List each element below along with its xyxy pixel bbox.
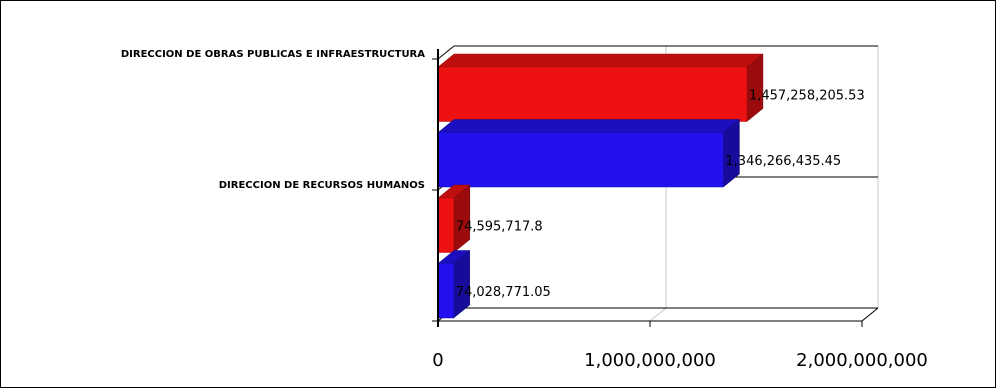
data-label: 1,457,258,205.53	[749, 88, 865, 103]
x-tick-label: 0	[432, 350, 443, 371]
category-label: DIRECCION DE OBRAS PUBLICAS E INFRAESTRU…	[121, 49, 425, 60]
data-label: 74,595,717.8	[456, 219, 543, 234]
category-label: DIRECCION DE RECURSOS HUMANOS	[219, 180, 425, 191]
grid-line-floor	[649, 307, 667, 322]
bars	[437, 53, 764, 319]
data-label: 1,346,266,435.45	[725, 154, 841, 169]
bar	[437, 263, 454, 319]
category-separator-depth	[437, 45, 455, 60]
axes	[432, 49, 879, 327]
bar-top-face	[437, 53, 764, 68]
data-label: 74,028,771.05	[456, 285, 551, 300]
bar	[437, 197, 455, 253]
x-axis-depth	[861, 307, 879, 322]
x-tick-label: 1,000,000,000	[584, 350, 716, 371]
x-tick-label: 2,000,000,000	[796, 350, 928, 371]
labels: 1,457,258,205.53 1,346,266,435.45 DIRECCIO…	[121, 49, 928, 371]
bar-top-face	[437, 119, 741, 133]
bar	[437, 132, 724, 188]
bar	[437, 66, 748, 122]
